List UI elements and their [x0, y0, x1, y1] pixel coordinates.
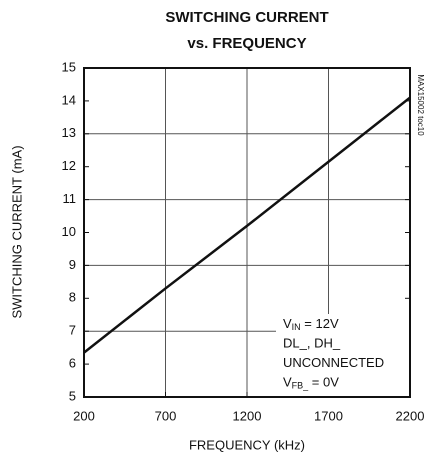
y-tick-label: 10 — [62, 224, 76, 239]
y-tick-label: 6 — [69, 356, 76, 371]
chart-title: vs. FREQUENCY — [187, 35, 306, 52]
y-tick-label: 14 — [62, 92, 76, 107]
x-tick-label: 700 — [155, 408, 177, 423]
x-tick-label: 1200 — [233, 408, 262, 423]
x-axis-label: FREQUENCY (kHz) — [189, 437, 305, 452]
annotation-sub: IN — [292, 322, 301, 332]
y-tick-label: 5 — [69, 388, 76, 403]
y-tick-label: 12 — [62, 158, 76, 173]
y-tick-label: 8 — [69, 290, 76, 305]
annotation-part: V — [283, 375, 292, 390]
data-line — [83, 96, 411, 354]
side-label: MAX15002 toc10 — [416, 74, 425, 136]
annotation-part: DL_, DH_ — [283, 336, 341, 351]
x-tick-label: 200 — [73, 408, 95, 423]
annotation-part: = 12V — [301, 316, 339, 331]
annotation: DL_, DH_ — [283, 336, 341, 351]
y-tick-label: 7 — [69, 323, 76, 338]
annotation-part: V — [283, 316, 292, 331]
y-axis-label: SWITCHING CURRENT (mA) — [9, 145, 24, 318]
y-tick-label: 13 — [62, 125, 76, 140]
annotation: UNCONNECTED — [283, 355, 384, 370]
annotation-part: UNCONNECTED — [283, 355, 384, 370]
plot-frame — [83, 67, 411, 398]
x-tick-label: 2200 — [396, 408, 425, 423]
y-tick-label: 11 — [63, 191, 77, 206]
annotation-box — [276, 314, 410, 397]
annotation: VIN = 12V — [283, 316, 339, 332]
x-tick-label: 1700 — [314, 408, 343, 423]
chart-title: SWITCHING CURRENT — [165, 9, 328, 26]
y-tick-label: 15 — [62, 59, 76, 74]
annotation: VFB_ = 0V — [283, 375, 339, 391]
annotation-part: = 0V — [308, 375, 339, 390]
y-tick-label: 9 — [69, 257, 76, 272]
annotation-sub: FB_ — [292, 381, 310, 391]
